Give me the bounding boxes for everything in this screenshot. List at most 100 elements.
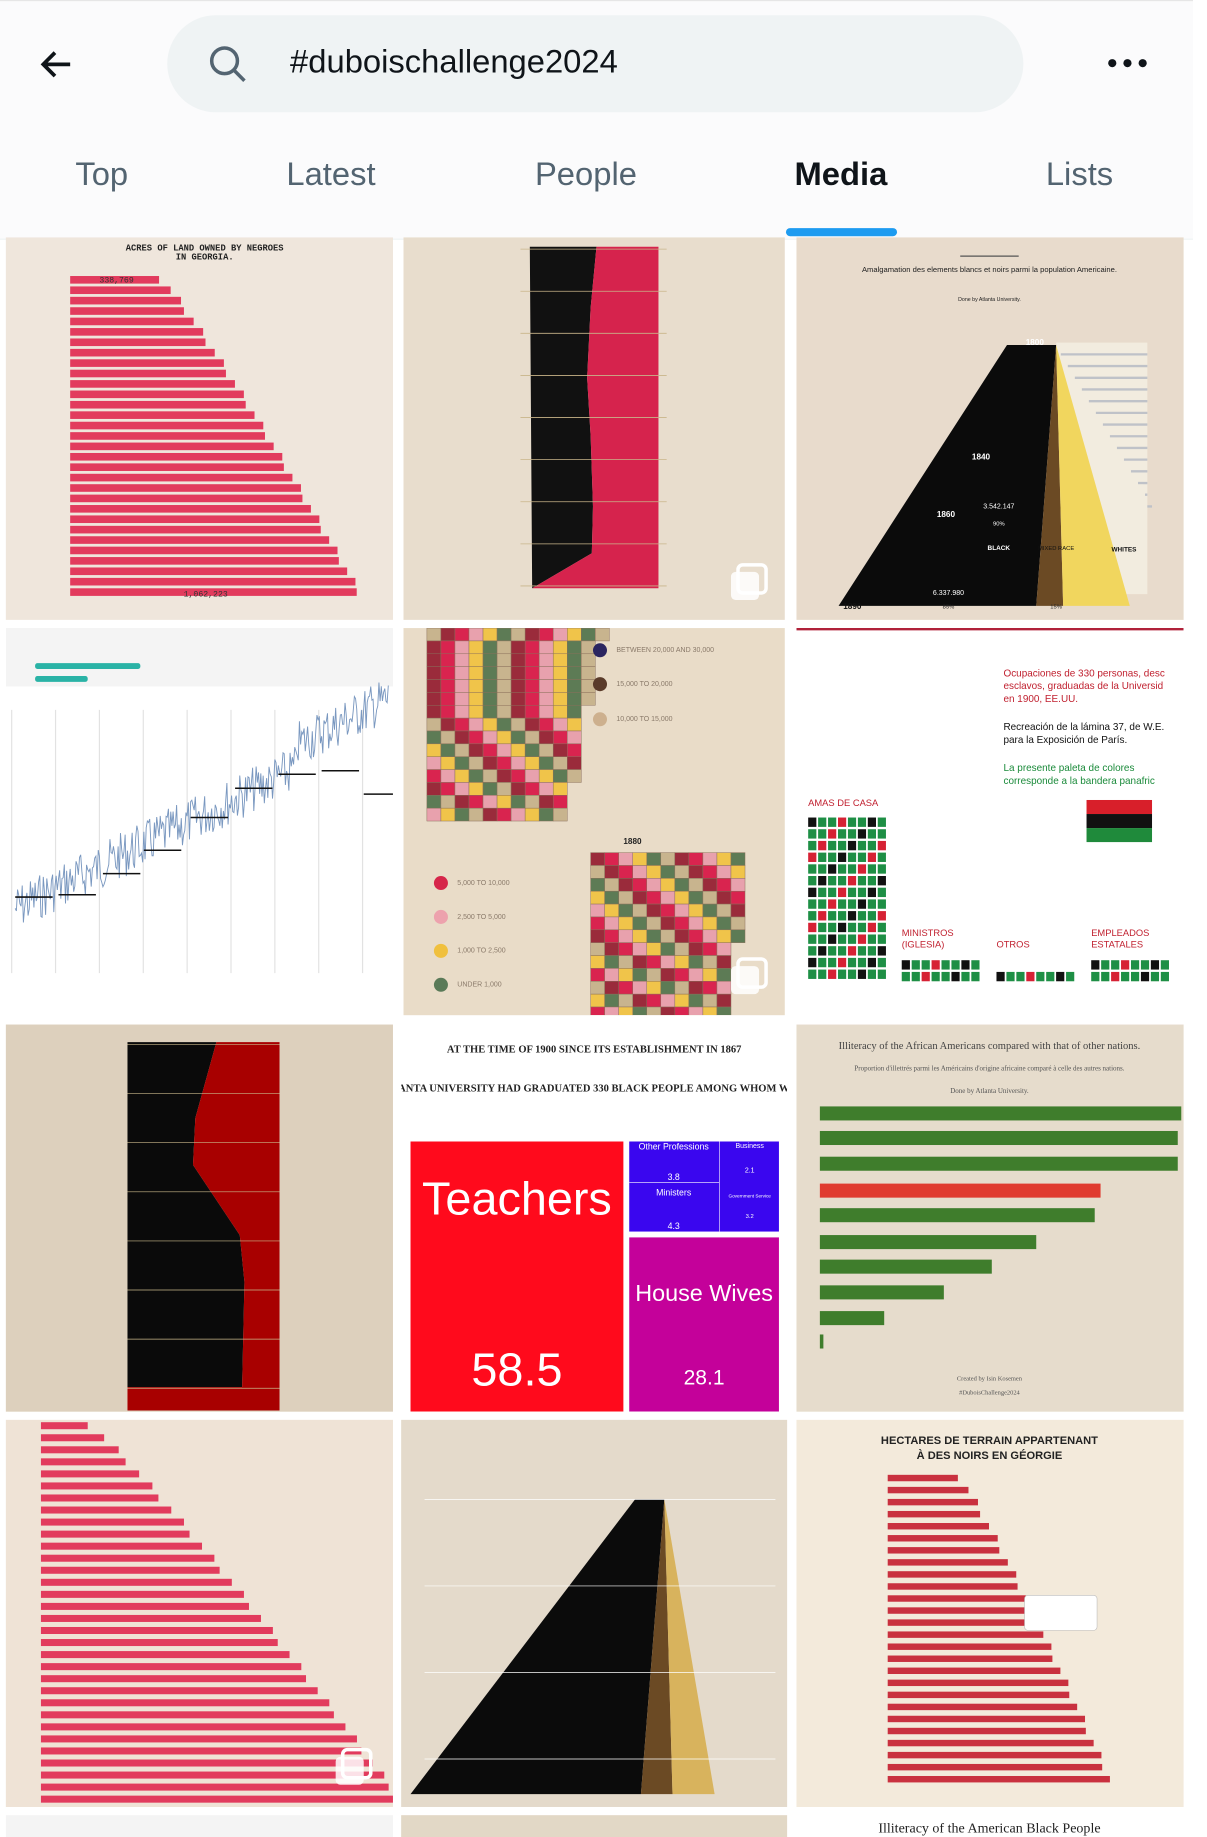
- media-thumbnail[interactable]: [5, 628, 393, 1016]
- graphic: [581, 692, 596, 706]
- graphic: [618, 865, 633, 879]
- graphic: [567, 653, 582, 667]
- graphic: [618, 916, 633, 931]
- graphic: [702, 890, 718, 905]
- media-thumbnail[interactable]: [5, 1419, 393, 1807]
- tab[interactable]: People: [534, 155, 637, 192]
- graphic: [702, 916, 718, 931]
- legend-dot: [433, 909, 448, 924]
- graphic: [660, 942, 676, 956]
- media-thumbnail[interactable]: Ocupaciones de 330 personas, desc esclavo…: [796, 628, 1184, 1016]
- icon-graphic: [808, 887, 817, 898]
- icon-graphic: [828, 876, 837, 886]
- bar-graphic: [70, 536, 330, 544]
- media-thumbnail[interactable]: [401, 1419, 788, 1807]
- search-box[interactable]: #duboischallenge2024: [167, 15, 1024, 113]
- media-thumbnail[interactable]: Illiteracy of the African Americans comp…: [796, 1024, 1184, 1412]
- graphic: [468, 692, 484, 706]
- media-thumbnail[interactable]: ACRES OF LAND OWNED BY NEGROES IN GEORGIA…: [5, 237, 393, 620]
- graphic: [426, 628, 442, 642]
- legend-dot: [592, 712, 608, 727]
- graphic: [590, 955, 605, 969]
- graphic: [454, 730, 470, 745]
- icon-graphic: [857, 911, 867, 921]
- graphic: [552, 679, 568, 693]
- graphic: [604, 981, 619, 995]
- icon-graphic: [971, 960, 980, 970]
- bar-graphic: [887, 1751, 1102, 1759]
- graphic: [468, 666, 484, 680]
- graphic: [454, 743, 470, 757]
- graphic: [468, 628, 484, 642]
- media-thumbnail[interactable]: AT THE TIME OF 1900 SINCE ITS ESTABLISHM…: [401, 1024, 788, 1412]
- image-text: Illiteracy of the African Americans comp…: [839, 1041, 1141, 1052]
- tab[interactable]: Latest: [286, 155, 376, 192]
- media-thumbnail[interactable]: [401, 1815, 788, 1837]
- more-button[interactable]: [1104, 53, 1151, 74]
- bar-graphic: [819, 1334, 824, 1349]
- graphic: [688, 942, 704, 956]
- bar-graphic: [70, 380, 235, 388]
- graphic: [482, 782, 498, 796]
- icon-graphic: [857, 876, 867, 886]
- icon-graphic: [867, 934, 877, 944]
- tab-indicator: [785, 228, 898, 237]
- graphic: [1086, 814, 1153, 829]
- graphic: [482, 679, 498, 693]
- graphic: [581, 666, 596, 680]
- graphic: [538, 782, 554, 796]
- bar-graphic: [40, 1470, 140, 1478]
- image-text: Ocupaciones de 330 personas, desc: [1003, 668, 1164, 679]
- media-thumbnail[interactable]: [403, 237, 785, 620]
- tab[interactable]: Top: [75, 155, 129, 192]
- icon-graphic: [867, 876, 877, 886]
- icon-graphic: [818, 899, 827, 909]
- tab[interactable]: Media: [794, 155, 888, 192]
- graphic: [604, 865, 619, 879]
- icon-graphic: [808, 817, 817, 827]
- bar-graphic: [887, 1595, 1026, 1602]
- acres-detail-image: [40, 1422, 393, 1803]
- image-text: La presente paleta de colores: [1003, 763, 1134, 774]
- icon-graphic: [857, 922, 867, 933]
- image-text: 4.3: [668, 1221, 680, 1231]
- bar-graphic: [887, 1583, 1018, 1590]
- bar-graphic: [40, 1795, 393, 1803]
- icon-graphic: [877, 922, 886, 933]
- graphic: [730, 903, 746, 918]
- bar-graphic: [70, 505, 311, 513]
- media-thumbnail[interactable]: BETWEEN 20,000 AND 30,000 15,000 TO 20,00…: [403, 628, 785, 1016]
- graphic: [618, 929, 633, 943]
- icon-graphic: [1101, 960, 1110, 970]
- media-thumbnail[interactable]: [5, 1815, 393, 1837]
- graphic: [524, 795, 540, 809]
- tab[interactable]: Lists: [1045, 155, 1114, 192]
- icon-graphic: [837, 864, 847, 874]
- bar-graphic: [40, 1639, 278, 1647]
- graphic: [482, 705, 498, 719]
- graphic: [510, 666, 526, 680]
- media-thumbnail[interactable]: [5, 1024, 393, 1412]
- graphic: [618, 942, 633, 956]
- graphic: [496, 717, 512, 732]
- icon-graphic: [961, 960, 970, 970]
- graphic: [632, 929, 648, 943]
- image-text: 15,000 TO 20,000: [616, 681, 672, 688]
- icon-graphic: [901, 971, 910, 982]
- bar-graphic: [819, 1208, 1095, 1223]
- graphic: [454, 628, 470, 642]
- graphic: [538, 666, 554, 680]
- media-thumbnail[interactable]: HECTARES DE TERRAIN APPARTENANT À DES NOI…: [796, 1419, 1184, 1807]
- graphic: [730, 878, 746, 892]
- bar-graphic: [819, 1311, 885, 1326]
- bar-graphic: [70, 557, 339, 565]
- back-button[interactable]: [35, 43, 77, 85]
- bar-graphic: [40, 1687, 318, 1695]
- graphic: [567, 717, 582, 732]
- graphic: [604, 916, 619, 931]
- media-thumbnail[interactable]: Illiteracy of the American Black People: [796, 1815, 1184, 1837]
- icon-graphic: [857, 957, 867, 968]
- bar-graphic: [887, 1655, 1053, 1662]
- image-text: 58.5: [471, 1343, 562, 1395]
- media-thumbnail[interactable]: Amalgamation des elements blancs et noir…: [796, 237, 1184, 620]
